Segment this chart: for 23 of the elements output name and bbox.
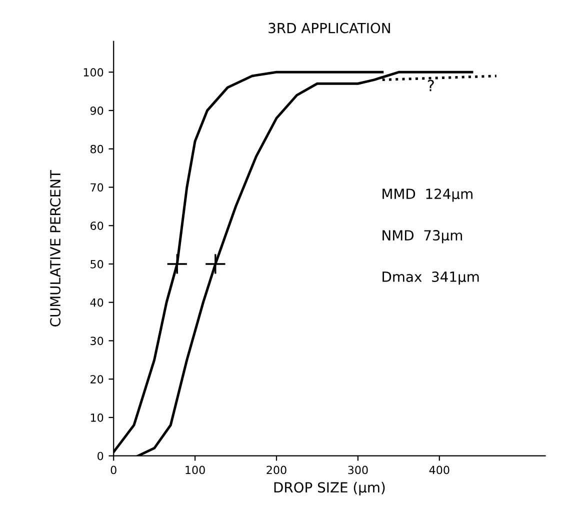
y-tick-label: 90: [90, 106, 104, 115]
y-tick-label: 20: [90, 375, 104, 384]
x-tick-label: 0: [110, 466, 116, 474]
x-axis-title: DROP SIZE (µm): [274, 482, 385, 496]
y-tick-label: 50: [90, 260, 104, 268]
x-tick-label: 400: [429, 466, 450, 474]
y-tick-label: 40: [90, 298, 104, 307]
y-tick-label: 0: [98, 452, 104, 460]
annotation: Dmax 341µm: [382, 271, 479, 285]
x-tick-label: 300: [348, 466, 368, 474]
y-tick-label: 10: [90, 413, 104, 422]
y-tick-label: 100: [84, 68, 104, 77]
annotation: NMD 73µm: [382, 230, 462, 244]
chart-title: 3RD APPLICATION: [268, 22, 390, 34]
annotation: ?: [428, 80, 434, 92]
y-tick-label: 70: [90, 183, 104, 192]
y-tick-label: 60: [90, 222, 104, 230]
x-tick-label: 100: [186, 466, 205, 474]
y-tick-label: 80: [90, 144, 104, 154]
annotation: MMD 124µm: [382, 188, 472, 202]
y-axis-title: CUMULATIVE PERCENT: [50, 170, 61, 326]
x-tick-label: 200: [266, 466, 286, 474]
y-tick-label: 30: [90, 336, 104, 346]
